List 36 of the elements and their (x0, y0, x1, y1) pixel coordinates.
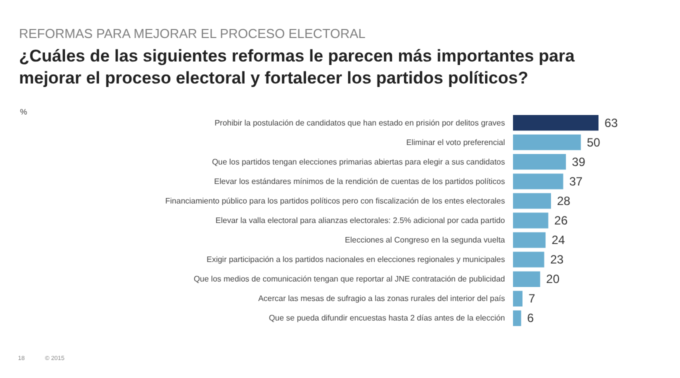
bar (513, 174, 564, 190)
bar (513, 310, 522, 326)
data-label: 20 (546, 272, 560, 286)
data-label: 26 (554, 214, 568, 228)
bar (513, 290, 522, 306)
y-tick-label: Que los partidos tengan elecciones primarias abiertas para elegir a sus candidatos (212, 157, 505, 166)
y-tick-label: Exigir participación a los partidos nacionales en elecciones regionales y municipales (206, 255, 505, 264)
y-tick-label: Prohibir la postulación de candidatos que han estado en prisión por delitos graves (214, 118, 505, 128)
data-label: 39 (572, 154, 586, 169)
y-tick-label: Eliminar el voto preferencial (406, 138, 506, 147)
y-tick-label: Elecciones al Congreso en la segunda vuelta (344, 236, 506, 245)
data-label: 6 (527, 311, 534, 326)
data-label: 23 (550, 252, 564, 267)
bar (513, 154, 566, 170)
bar (513, 252, 544, 268)
y-tick-label: Elevar la valla electoral para alianzas electorales: 2.5% adicional por cada partido (216, 216, 506, 225)
y-tick-label: Financiamiento público para los partidos políticos pero con fiscalización de los entes electorales (165, 196, 505, 206)
text: ¿Cuáles de las siguientes reformas le parecen más importantes para mejorar el proceso electoral y fortalecer los partidos políticos? (19, 46, 580, 88)
text: % (20, 108, 28, 116)
bar (513, 134, 581, 150)
y-tick-label: Que los medios de comunicación tengan que reportar al JNE contratación de publicidad (194, 274, 505, 284)
bar (513, 232, 546, 248)
data-label: 63 (604, 116, 618, 130)
data-label: 50 (586, 135, 601, 150)
data-label: 28 (557, 194, 571, 208)
data-label: 37 (569, 174, 583, 188)
y-tick-label: Acercar las mesas de sufragio a las zonas rurales del interior del país (258, 294, 505, 304)
bar (513, 271, 540, 287)
data-label: 7 (528, 292, 536, 306)
y-tick-label: Elevar los estándares mínimos de la rendición de cuentas de los partidos políticos (214, 176, 505, 186)
bar (513, 114, 598, 131)
text: REFORMAS PARA MEJORAR EL PROCESO ELECTORAL (19, 26, 366, 41)
y-tick-label: Que se pueda difundir encuestas hasta 2 días antes de la elección (268, 314, 505, 323)
bar (513, 212, 548, 228)
data-label: 24 (552, 233, 566, 248)
bar (513, 193, 551, 209)
